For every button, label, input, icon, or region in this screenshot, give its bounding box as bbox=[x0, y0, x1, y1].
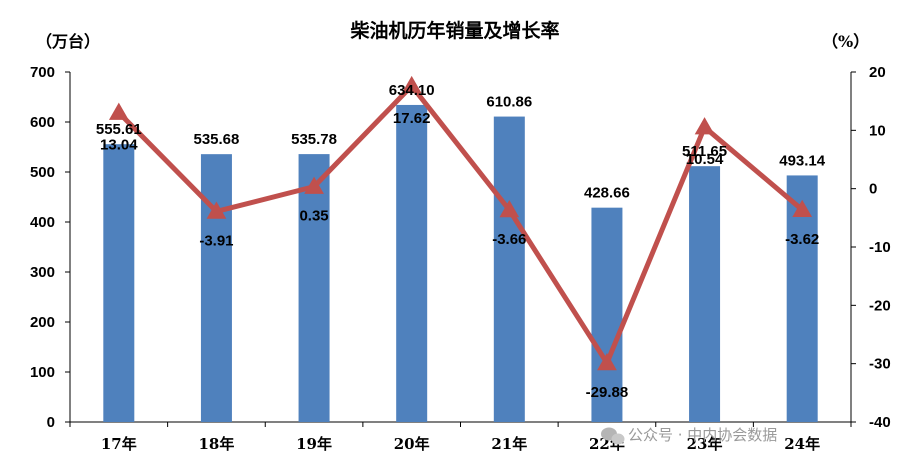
right-tick-label: 20 bbox=[869, 64, 886, 81]
triangle-marker bbox=[694, 117, 715, 135]
triangle-marker bbox=[206, 201, 227, 219]
chart-title: 柴油机历年销量及增长率 bbox=[349, 19, 559, 42]
left-axis-unit: （万台） bbox=[36, 32, 100, 51]
triangle-marker bbox=[597, 352, 617, 371]
bar-value-label: 428.66 bbox=[584, 185, 630, 202]
left-tick-label: 400 bbox=[30, 214, 55, 231]
left-tick-label: 100 bbox=[30, 364, 55, 381]
right-tick-label: -30 bbox=[869, 356, 891, 373]
triangle-marker bbox=[108, 102, 129, 120]
axes: 0 100 200 300 400 500 600 700 -40 -30 -20 -10 0 10 20 1… bbox=[30, 64, 891, 453]
bar bbox=[591, 207, 623, 422]
bar bbox=[103, 144, 135, 422]
left-tick-label: 600 bbox=[30, 114, 55, 131]
x-tick-label: 20年 bbox=[394, 435, 430, 453]
data-labels: 555.61 535.68 535.78 634.10 610.86 428.66 511.… bbox=[96, 82, 826, 401]
bar bbox=[298, 154, 330, 423]
x-tick-label: 19年 bbox=[296, 435, 332, 453]
x-tick-label: 18年 bbox=[199, 435, 235, 453]
x-tick-label: 24年 bbox=[784, 435, 820, 453]
growth-value-label: 0.35 bbox=[299, 208, 328, 225]
growth-value-label: -3.62 bbox=[785, 231, 819, 248]
bar-value-label: 634.10 bbox=[389, 82, 435, 99]
right-tick-label: 10 bbox=[869, 122, 886, 139]
bar-value-label: 511.65 bbox=[682, 143, 727, 160]
bar bbox=[493, 116, 525, 422]
left-tick-label: 500 bbox=[30, 164, 55, 181]
bar-value-label: 493.14 bbox=[779, 152, 826, 169]
triangle-marker bbox=[792, 199, 813, 218]
right-tick-label: 0 bbox=[869, 181, 877, 198]
growth-value-label: 17.62 bbox=[393, 110, 431, 127]
bar-value-label: 610.86 bbox=[486, 94, 532, 111]
growth-value-label: -29.88 bbox=[586, 384, 629, 401]
watermark: 公众号 · 中内协会数据 bbox=[601, 426, 777, 445]
growth-value-label: 10.54 bbox=[686, 151, 724, 168]
x-tick-label: 23年 bbox=[687, 435, 723, 453]
right-axis-unit: （%） bbox=[822, 32, 869, 51]
watermark-text: 公众号 · 中内协会数据 bbox=[628, 426, 777, 444]
right-tick-label: -10 bbox=[869, 239, 891, 256]
growth-line bbox=[117, 83, 804, 366]
x-tick-label: 21年 bbox=[491, 435, 527, 453]
growth-value-label: -3.91 bbox=[199, 232, 233, 249]
growth-line-series bbox=[108, 75, 813, 371]
right-tick-label: -40 bbox=[869, 414, 891, 431]
x-tick-label: 17年 bbox=[101, 435, 137, 453]
growth-value-label: 13.04 bbox=[100, 137, 138, 154]
bar-value-label: 555.61 bbox=[96, 121, 142, 138]
triangle-marker bbox=[401, 75, 422, 94]
left-tick-label: 0 bbox=[47, 414, 55, 431]
triangle-marker bbox=[499, 200, 520, 218]
bar bbox=[396, 104, 428, 422]
bar bbox=[689, 166, 721, 422]
wechat-icon bbox=[601, 427, 625, 445]
growth-value-label: -3.66 bbox=[492, 231, 526, 248]
bar bbox=[200, 154, 232, 422]
bar-value-label: 535.68 bbox=[193, 131, 239, 148]
triangle-marker bbox=[304, 176, 324, 194]
bar-value-label: 535.78 bbox=[291, 131, 337, 148]
left-tick-label: 700 bbox=[30, 64, 55, 81]
right-tick-label: -20 bbox=[869, 297, 891, 314]
left-tick-label: 300 bbox=[30, 264, 55, 281]
left-tick-label: 200 bbox=[30, 314, 55, 331]
